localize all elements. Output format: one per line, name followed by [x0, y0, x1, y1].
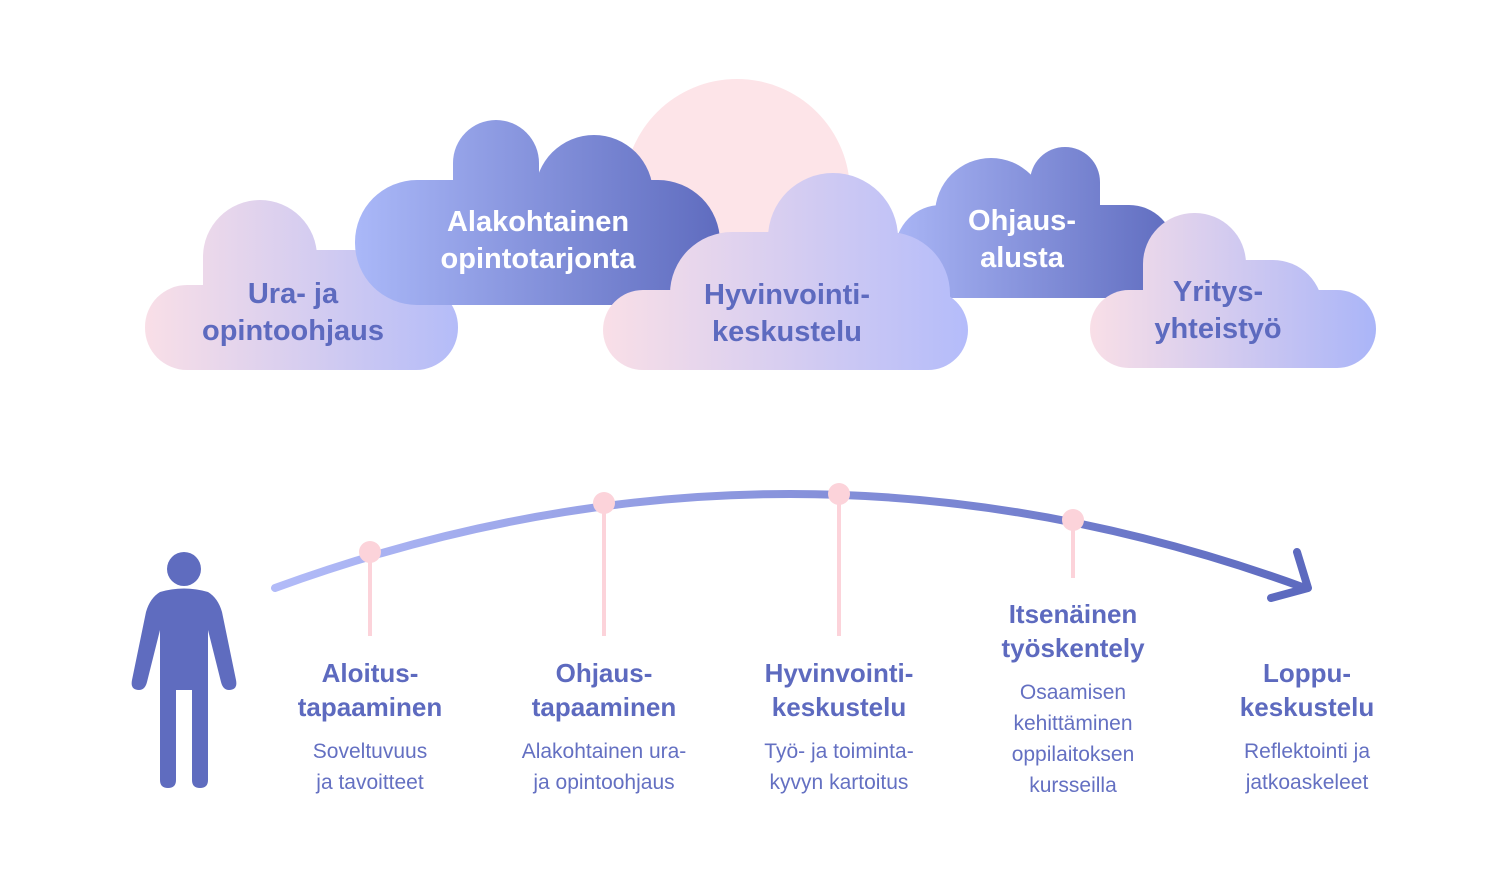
cloud-label-line: Hyvinvointi-	[704, 279, 870, 311]
step-desc-line: ja opintoohjaus	[533, 771, 675, 794]
journey-arc	[271, 490, 1309, 592]
step-title: Aloitus-tapaaminen	[298, 656, 443, 724]
cloud-3	[603, 173, 968, 370]
step-title: Itsenäinen työskentely	[1001, 597, 1144, 665]
cloud-label-line: opintoohjaus	[201, 315, 385, 347]
cloud-1	[145, 200, 458, 370]
step-description: Alakohtainen ura-ja opintoohjaus	[522, 736, 687, 798]
milestone-dot-2	[593, 492, 615, 514]
milestone-dot-1	[359, 541, 381, 563]
step-1: Aloitus-tapaaminen Soveltuvuus ja tavoitt…	[298, 656, 443, 798]
person-icon	[131, 552, 237, 788]
step-description: Työ- ja toiminta-kyvyn kartoitus	[764, 736, 913, 798]
step-desc-line: oppilaitoksen	[1011, 743, 1135, 766]
step-title-line: Aloitus-	[321, 658, 419, 688]
step-title-line: Loppu-	[1262, 658, 1352, 688]
step-desc-line: Reflektointi ja	[1243, 740, 1371, 763]
step-4: Itsenäinen työskentely Osaamisen kehittämi…	[1001, 597, 1144, 801]
milestone-dot-4	[1062, 509, 1084, 531]
cloud-5	[1090, 213, 1376, 368]
step-title-line: Ohjaus-	[555, 658, 653, 688]
step-desc-line: kehittäminen	[1013, 712, 1133, 735]
cloud-2	[355, 120, 720, 305]
cloud-label-line: Yritys-	[1172, 276, 1264, 308]
cloud-label-line: Ohjaus-	[968, 205, 1076, 237]
step-title-line: Hyvinvointi-	[764, 658, 914, 688]
step-description: Osaamisen kehittäminen oppilaitoksen kursse…	[1001, 677, 1144, 801]
step-desc-line: kursseilla	[1029, 774, 1117, 797]
cloud-label-line: alusta	[980, 242, 1064, 274]
step-title-line: työskentely	[1001, 633, 1145, 663]
milestone-dot-3	[828, 483, 850, 505]
cloud-label-line: Ura- ja	[247, 278, 339, 310]
step-title: Loppu-keskustelu	[1240, 656, 1374, 724]
step-title-line: keskustelu	[1239, 692, 1375, 722]
cloud-label-2: Alakohtainen opintotarjonta	[441, 204, 636, 278]
step-desc-line: ja tavoitteet	[316, 771, 424, 794]
cloud-4	[895, 147, 1175, 298]
step-title-line: tapaaminen	[297, 692, 443, 722]
cloud-label-5: Yritys- yhteistyö	[1154, 274, 1281, 348]
step-description: Reflektointi ja jatkoaskeleet	[1240, 736, 1374, 798]
cloud-label-4: Ohjaus- alusta	[968, 203, 1076, 277]
step-title: Hyvinvointi-keskustelu	[764, 656, 914, 724]
step-3: Hyvinvointi-keskustelu Työ- ja toiminta-…	[764, 656, 913, 798]
step-desc-line: Alakohtainen ura-	[521, 740, 687, 763]
milestone-markers	[359, 483, 1084, 636]
step-5: Loppu-keskustelu Reflektointi ja jatkoask…	[1240, 656, 1374, 798]
step-description: Soveltuvuus ja tavoitteet	[298, 736, 443, 798]
cloud-label-line: Alakohtainen	[446, 206, 630, 238]
cloud-label-line: yhteistyö	[1154, 313, 1282, 345]
cloud-label-line: opintotarjonta	[440, 243, 636, 275]
step-desc-line: Työ- ja toiminta-	[764, 740, 914, 763]
step-desc-line: jatkoaskeleet	[1245, 771, 1369, 794]
cloud-label-1: Ura- ja opintoohjaus	[202, 276, 384, 350]
step-title-line: Itsenäinen	[1008, 599, 1138, 629]
step-title-line: keskustelu	[771, 692, 907, 722]
step-desc-line: Soveltuvuus	[312, 740, 428, 763]
arrow-right-icon	[1267, 548, 1312, 602]
step-2: Ohjaus-tapaaminen Alakohtainen ura-ja op…	[522, 656, 687, 798]
cloud-label-line: keskustelu	[712, 316, 862, 348]
cloud-label-3: Hyvinvointi- keskustelu	[704, 277, 870, 351]
step-title-line: tapaaminen	[531, 692, 677, 722]
step-title: Ohjaus-tapaaminen	[522, 656, 687, 724]
step-desc-line: kyvyn kartoitus	[769, 771, 909, 794]
step-desc-line: Osaamisen	[1019, 681, 1127, 704]
